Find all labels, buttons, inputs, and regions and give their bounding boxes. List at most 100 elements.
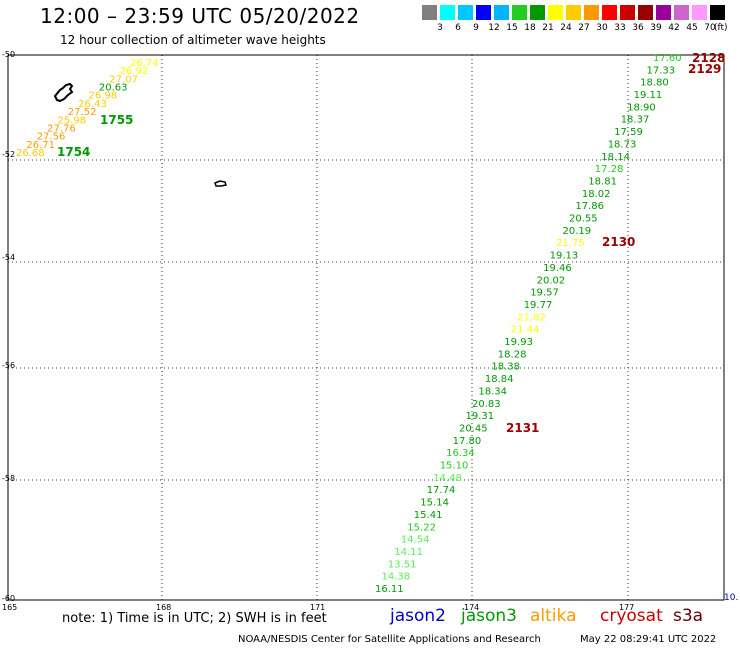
legend-label: 45 [686,23,698,33]
sat-altika: altika [530,606,577,626]
swh-value: 20.63 [99,83,128,94]
swh-value: 20.55 [569,214,598,225]
swh-value: 17.74 [427,485,456,496]
swh-value: 14.11 [394,547,423,558]
campbell-island-shape [214,180,227,187]
legend-swatch [458,5,473,20]
time-label: 2129 [688,62,721,76]
coastline-land [53,82,227,187]
legend-swatch [494,5,509,20]
legend-label: 30 [596,23,608,33]
left-track: 26.7426.9227.0720.6326.9826.4327.5225.98… [16,58,159,159]
legend-swatch [620,5,635,20]
swh-value: 25.98 [58,115,87,126]
swh-value: 17.33 [647,65,676,76]
swh-value: 18.73 [608,139,637,150]
swh-value: 14.48 [433,473,462,484]
swh-value: 27.56 [37,132,66,143]
sat-jason3: jason3 [461,606,517,626]
auckland-islands-shape [53,82,74,103]
swh-value: 20.45 [459,424,488,435]
graticule [8,55,724,600]
legend-swatch [512,5,527,20]
legend-swatch [440,5,455,20]
swh-value: 21.75 [556,238,585,249]
swh-value: 26.98 [89,91,118,102]
corner-label: 10. [724,593,739,603]
legend-swatch [566,5,581,20]
swh-value: 18.80 [640,78,669,89]
footer-note: note: 1) Time is in UTC; 2) SWH is in fe… [62,611,327,626]
swh-value: 17.59 [614,127,643,138]
legend-swatch [674,5,689,20]
legend-label: 21 [542,23,554,33]
legend-label: 3 [437,23,443,33]
swh-value: 27.07 [109,74,138,85]
swh-value: 26.92 [120,66,149,77]
legend-swatch [476,5,491,20]
swh-value: 19.46 [543,263,572,274]
swh-value: 18.34 [478,386,507,397]
swh-value: 19.57 [530,288,559,299]
swh-value: 18.14 [601,152,630,163]
lat-label: -58 [2,474,16,483]
swh-value: 18.81 [588,177,617,188]
legend-swatch [692,5,707,20]
time-label: 1755 [100,113,133,127]
legend-label: 39 [650,23,662,33]
swh-value: 26.74 [130,58,159,69]
legend-label: 36 [632,23,644,33]
swh-value: 21.44 [511,325,540,336]
lat-label: -60 [2,594,16,603]
sat-s3a: s3a [673,606,704,626]
legend-label: 33 [614,23,626,33]
swh-value: 15.22 [407,522,436,533]
legend-label: 24 [560,23,572,33]
legend-label: 12 [488,23,500,33]
legend-label: 6 [455,23,461,33]
legend-swatch [710,5,725,20]
time-label: 2130 [602,235,635,249]
lat-label: -52 [2,150,16,159]
page-title: 12:00 – 23:59 UTC 05/20/2022 [40,4,360,28]
legend-swatch [584,5,599,20]
legend-swatch [548,5,563,20]
timestamp: May 22 08:29:41 UTC 2022 [580,634,717,645]
swh-value: 19.93 [504,337,533,348]
lat-label: -50 [2,50,16,59]
time-label: 2131 [506,421,539,435]
swh-value: 16.34 [446,448,475,459]
legend-swatch [656,5,671,20]
swh-value: 18.28 [498,349,527,360]
legend-swatch [638,5,653,20]
swh-value: 15.41 [414,510,443,521]
swh-value: 19.77 [524,300,553,311]
sat-jason2: jason2 [390,606,446,626]
sat-cryosat: cryosat [600,606,663,626]
credit-line: NOAA/NESDIS Center for Satellite Applica… [238,634,541,645]
lat-label: -56 [2,361,16,370]
legend-swatch [422,5,437,20]
swh-value: 17.60 [653,53,682,64]
map-frame [7,54,725,601]
swh-value: 21.82 [517,312,546,323]
legend-unit: (ft) [714,23,728,33]
swh-value: 17.86 [575,201,604,212]
swh-value: 26.68 [16,148,45,159]
swh-value: 13.51 [388,559,417,570]
swh-value: 17.28 [595,164,624,175]
legend-label: 42 [668,23,680,33]
swh-value: 15.14 [420,498,449,509]
legend-label: 18 [524,23,536,33]
lat-label: -54 [2,253,16,262]
swh-value: 20.02 [537,275,566,286]
swh-value: 19.11 [634,90,663,101]
swh-value: 18.02 [582,189,611,200]
swh-value: 26.71 [26,140,55,151]
legend-label: 15 [506,23,518,33]
legend-swatch [602,5,617,20]
swh-value: 14.54 [401,535,430,546]
time-label: 2128 [692,51,725,65]
swh-value: 18.90 [627,102,656,113]
